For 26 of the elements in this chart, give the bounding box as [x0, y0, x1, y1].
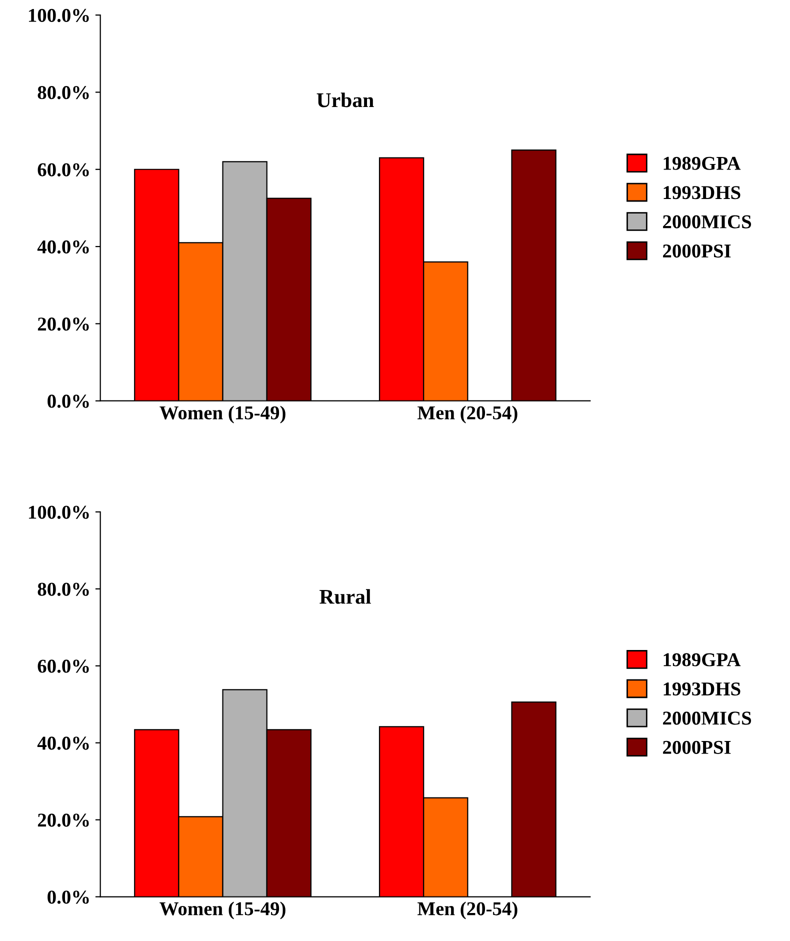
legend-label: 2000MICS [663, 712, 752, 725]
y-tick-label: 60.0% [38, 163, 89, 176]
legend-label: 2000MICS [663, 215, 752, 228]
legend-label: 2000PSI [663, 244, 731, 258]
x-tick-label: Men (20-54) [418, 902, 518, 920]
legend-label: 1993DHS [664, 682, 740, 696]
y-tick-label: 40.0% [37, 240, 89, 254]
legend-label: 2000PSI [663, 740, 731, 754]
y-tick-label: 80.0% [38, 582, 89, 596]
x-tick-label: Women (15-49) [160, 406, 286, 424]
legend-label: 1989GPA [664, 156, 741, 170]
x-tick-label: Men (20-54) [418, 406, 518, 424]
legend-label: 1993DHS [664, 186, 740, 200]
y-tick-label: 20.0% [38, 318, 89, 331]
y-tick-label: 60.0% [38, 660, 89, 673]
y-tick-label: 40.0% [37, 736, 89, 750]
text: Rural [320, 589, 371, 604]
y-tick-label: 0.0% [48, 394, 89, 408]
y-tick-label: 100.0% [28, 506, 89, 519]
y-tick-label: 100.0% [28, 8, 89, 22]
x-tick-label: Women (15-49) [160, 902, 286, 920]
text: Urban [316, 92, 374, 108]
y-tick-label: 20.0% [38, 814, 89, 827]
legend-label: 1989GPA [664, 653, 741, 666]
y-tick-label: 0.0% [48, 890, 89, 904]
y-tick-label: 80.0% [38, 86, 89, 100]
